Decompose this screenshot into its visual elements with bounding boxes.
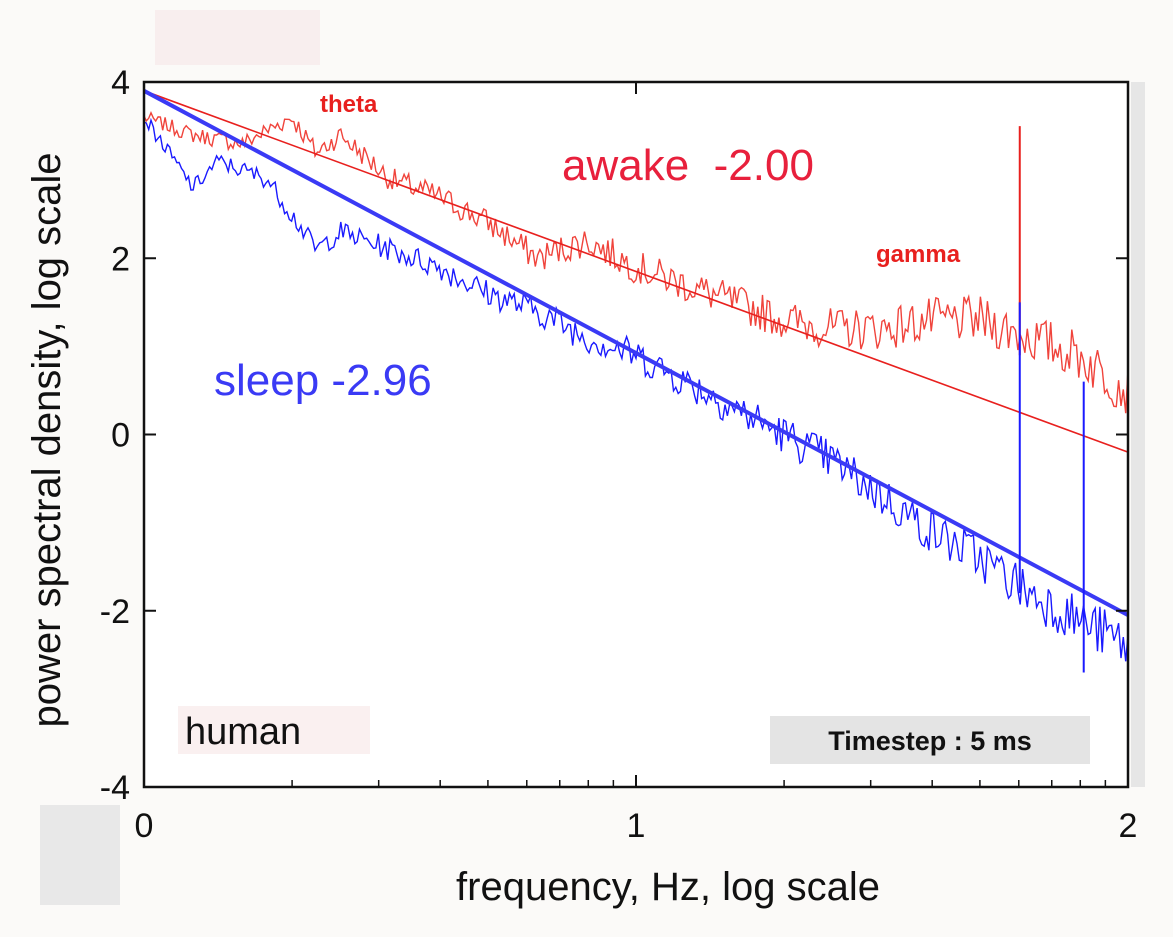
- spike-markers: [1018, 126, 1085, 673]
- human-label-box: [178, 706, 370, 754]
- timestep-label: Timestep : 5 ms: [828, 726, 1032, 756]
- y-tick-label: 2: [111, 240, 130, 278]
- timestep-box: [770, 716, 1090, 764]
- gamma-annotation: gamma: [876, 241, 961, 268]
- top-left-patch: [155, 10, 320, 65]
- fit-line-sleep: [143, 89, 1129, 617]
- series-line-awake: [143, 111, 1129, 414]
- theta-annotation: theta: [320, 91, 378, 118]
- right-margin-band: [1131, 82, 1145, 787]
- axis-ticks: 0 1 2 4 2 0 -2 -4: [100, 64, 1138, 845]
- human-label: human: [185, 711, 301, 753]
- plot-lines: [143, 89, 1129, 662]
- awake-slope-label: awake -2.00: [562, 141, 814, 190]
- y-tick-label: 0: [111, 417, 130, 455]
- sleep-slope-label: sleep -2.96: [214, 356, 432, 405]
- y-tick-label: -2: [100, 593, 130, 631]
- x-axis-label: frequency, Hz, log scale: [456, 865, 880, 909]
- y-tick-label: 4: [111, 64, 130, 102]
- y-axis-label: power spectral density, log scale: [25, 152, 69, 727]
- x-tick-label: 1: [627, 807, 646, 845]
- x-tick-label: 2: [1119, 807, 1138, 845]
- plot-background: [144, 82, 1128, 787]
- bottom-left-band: [40, 805, 120, 905]
- x-tick-label: 0: [135, 807, 154, 845]
- y-tick-label: -4: [100, 769, 130, 807]
- fit-line-awake: [143, 90, 1129, 453]
